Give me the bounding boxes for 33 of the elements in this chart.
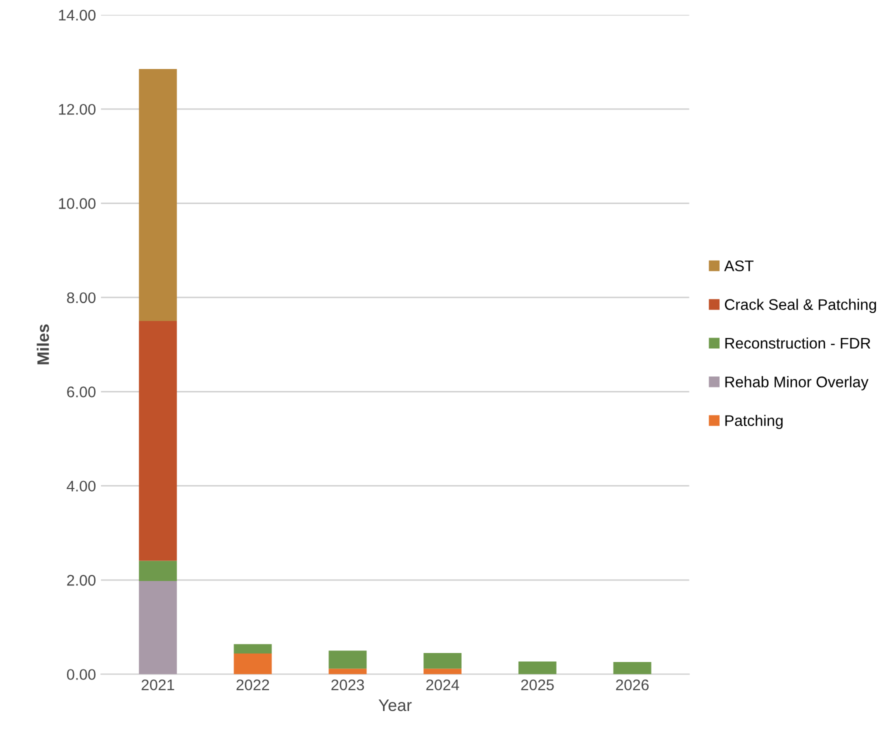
bar bbox=[424, 668, 462, 674]
x-tick-label: 2021 bbox=[142, 679, 174, 690]
bar bbox=[138, 69, 177, 322]
bar bbox=[138, 580, 177, 674]
y-tick-label: 14.00 bbox=[59, 10, 96, 21]
y-tick-label: 6.00 bbox=[67, 386, 96, 398]
bar bbox=[328, 650, 367, 669]
x-axis-title: Year bbox=[378, 699, 412, 712]
bar bbox=[138, 560, 177, 581]
legend-label: Crack Seal & Patching bbox=[724, 298, 876, 313]
legend-label: AST bbox=[724, 260, 754, 272]
x-tick-label: 2025 bbox=[521, 679, 554, 690]
y-tick-label: 12.00 bbox=[59, 104, 96, 115]
x-tick-label: 2026 bbox=[616, 679, 649, 690]
y-tick-label: 4.00 bbox=[66, 480, 96, 492]
y-tick-label: 10.00 bbox=[59, 198, 96, 209]
bar bbox=[613, 662, 652, 674]
bar bbox=[234, 654, 272, 674]
y-axis-title: Miles bbox=[36, 324, 50, 364]
x-tick-label: 2024 bbox=[426, 679, 460, 690]
legend-label: Patching bbox=[725, 414, 783, 430]
bar bbox=[424, 653, 462, 669]
legend-label: Reconstruction - FDR bbox=[725, 337, 870, 349]
bar bbox=[328, 668, 367, 674]
bar bbox=[138, 321, 177, 561]
legend-label: Rehab Minor Overlay bbox=[725, 376, 868, 390]
y-tick-label: 8.00 bbox=[67, 292, 96, 304]
bar bbox=[234, 644, 272, 654]
x-tick-label: 2022 bbox=[236, 679, 270, 690]
y-tick-label: 0.00 bbox=[66, 669, 96, 680]
x-tick-label: 2023 bbox=[331, 679, 364, 690]
y-tick-label: 2.00 bbox=[67, 574, 96, 586]
bar bbox=[518, 662, 556, 674]
